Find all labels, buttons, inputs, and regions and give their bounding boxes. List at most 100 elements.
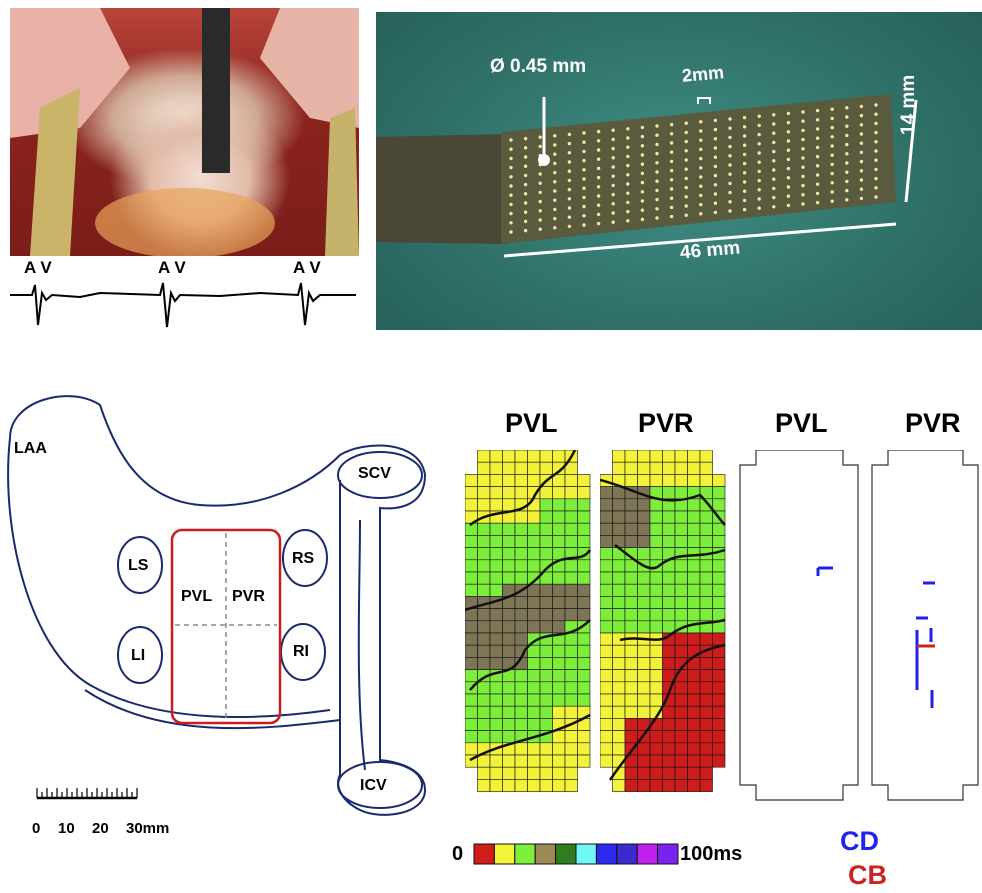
colorbar-cells (473, 843, 679, 865)
grid-cell (539, 669, 553, 683)
electrode-dot (509, 221, 513, 225)
electrode-dot (669, 178, 674, 182)
grid-cell (600, 547, 613, 561)
electrode-dot (845, 106, 849, 110)
grid-cell (577, 535, 591, 548)
grid-cell (637, 510, 651, 524)
grid-cell (489, 644, 503, 658)
grid-cell (687, 522, 701, 536)
scale-tick-0: 0 (32, 820, 41, 837)
electrode-dot (553, 180, 557, 184)
grid-cell (502, 693, 516, 707)
grid-cell (662, 583, 676, 597)
grid-cell (489, 486, 503, 500)
height-line (904, 99, 918, 203)
electrode-dot (742, 180, 747, 184)
grid-cell (600, 559, 613, 573)
electrode-dot (845, 179, 849, 184)
grid-cell (527, 522, 541, 536)
pvl-cd-mark (816, 566, 833, 576)
atrium-inner-curve (84, 689, 341, 730)
grid-cell (699, 693, 713, 707)
electrode-dot (699, 120, 703, 124)
grid-cell (489, 754, 503, 768)
electrode-dot (742, 125, 747, 129)
grid-cell (687, 547, 701, 561)
electrode-dot (509, 138, 513, 142)
grid-cell (564, 498, 578, 512)
grid-cell (612, 608, 626, 622)
grid-cell (612, 522, 626, 536)
grid-cell (712, 657, 726, 670)
diameter-label: Ø 0.45 mm (490, 56, 587, 77)
grid-cell (477, 730, 491, 744)
grid-cell (477, 693, 491, 707)
label-box-pvl: PVL (181, 588, 213, 605)
grid-cell (600, 693, 613, 707)
electrode-dot (684, 167, 688, 171)
grid-cell (539, 547, 553, 561)
grid-cell (600, 754, 613, 768)
ecg-trace (10, 282, 356, 328)
grid-cell (502, 535, 516, 548)
grid-cell (502, 681, 516, 695)
grid-cell (539, 657, 553, 670)
diameter-dot (538, 154, 550, 166)
electrode-dot (611, 220, 615, 224)
grid-cell (539, 620, 553, 634)
grid-cell (687, 705, 701, 719)
grid-cell (489, 705, 503, 719)
electrode-dot (655, 197, 659, 202)
grid-cell (514, 766, 528, 780)
electrode-dot (830, 181, 834, 185)
grid-cell (465, 547, 478, 561)
grid-cell (577, 644, 591, 658)
grid-cell (600, 510, 613, 524)
grid-cell (465, 571, 478, 585)
electrode-dot (655, 170, 659, 174)
icv-inner-line (357, 519, 366, 771)
electrode-dot (845, 152, 849, 156)
electrode-dot (582, 186, 586, 190)
electrode-dot (523, 210, 528, 214)
grid-cell (637, 547, 651, 561)
instrument (202, 8, 230, 173)
grid-cell (502, 779, 516, 792)
grid-cell (527, 620, 541, 634)
grid-cell (564, 730, 578, 744)
grid-cell (489, 571, 503, 585)
grid-cell (600, 522, 613, 536)
grid-cell (637, 620, 651, 634)
grid-cell (649, 583, 663, 597)
electrode-dot (713, 210, 718, 215)
grid-cell (699, 608, 713, 622)
grid-cell (489, 547, 503, 561)
electrode-dot (874, 130, 878, 135)
grid-cell (687, 718, 701, 731)
electrode-dot (582, 149, 586, 154)
grid-cell (577, 486, 591, 500)
grid-cell (577, 474, 591, 487)
electrode-dot (567, 206, 572, 210)
grid-cell (712, 754, 726, 768)
block-panel-pvl (739, 450, 859, 801)
electrode-dot (830, 107, 834, 111)
grid-cell (600, 596, 613, 609)
electrode-dot (845, 133, 849, 138)
electrode-board (501, 94, 896, 244)
grid-cell (489, 583, 503, 597)
electrode-dot (786, 148, 791, 152)
electrode-dot (874, 112, 878, 116)
grid-cell (712, 498, 726, 512)
electrode-dot (874, 176, 878, 181)
grid-cell (489, 632, 503, 646)
pvl-grid-cells (465, 450, 591, 792)
electrode-dot (801, 193, 805, 197)
electrode-dot (786, 194, 791, 198)
electrode-dot (611, 211, 615, 215)
grid-cell (712, 522, 726, 536)
grid-cell (577, 632, 591, 646)
grid-cell (712, 486, 726, 500)
grid-cell (699, 779, 713, 792)
spacing-bracket (697, 97, 711, 104)
